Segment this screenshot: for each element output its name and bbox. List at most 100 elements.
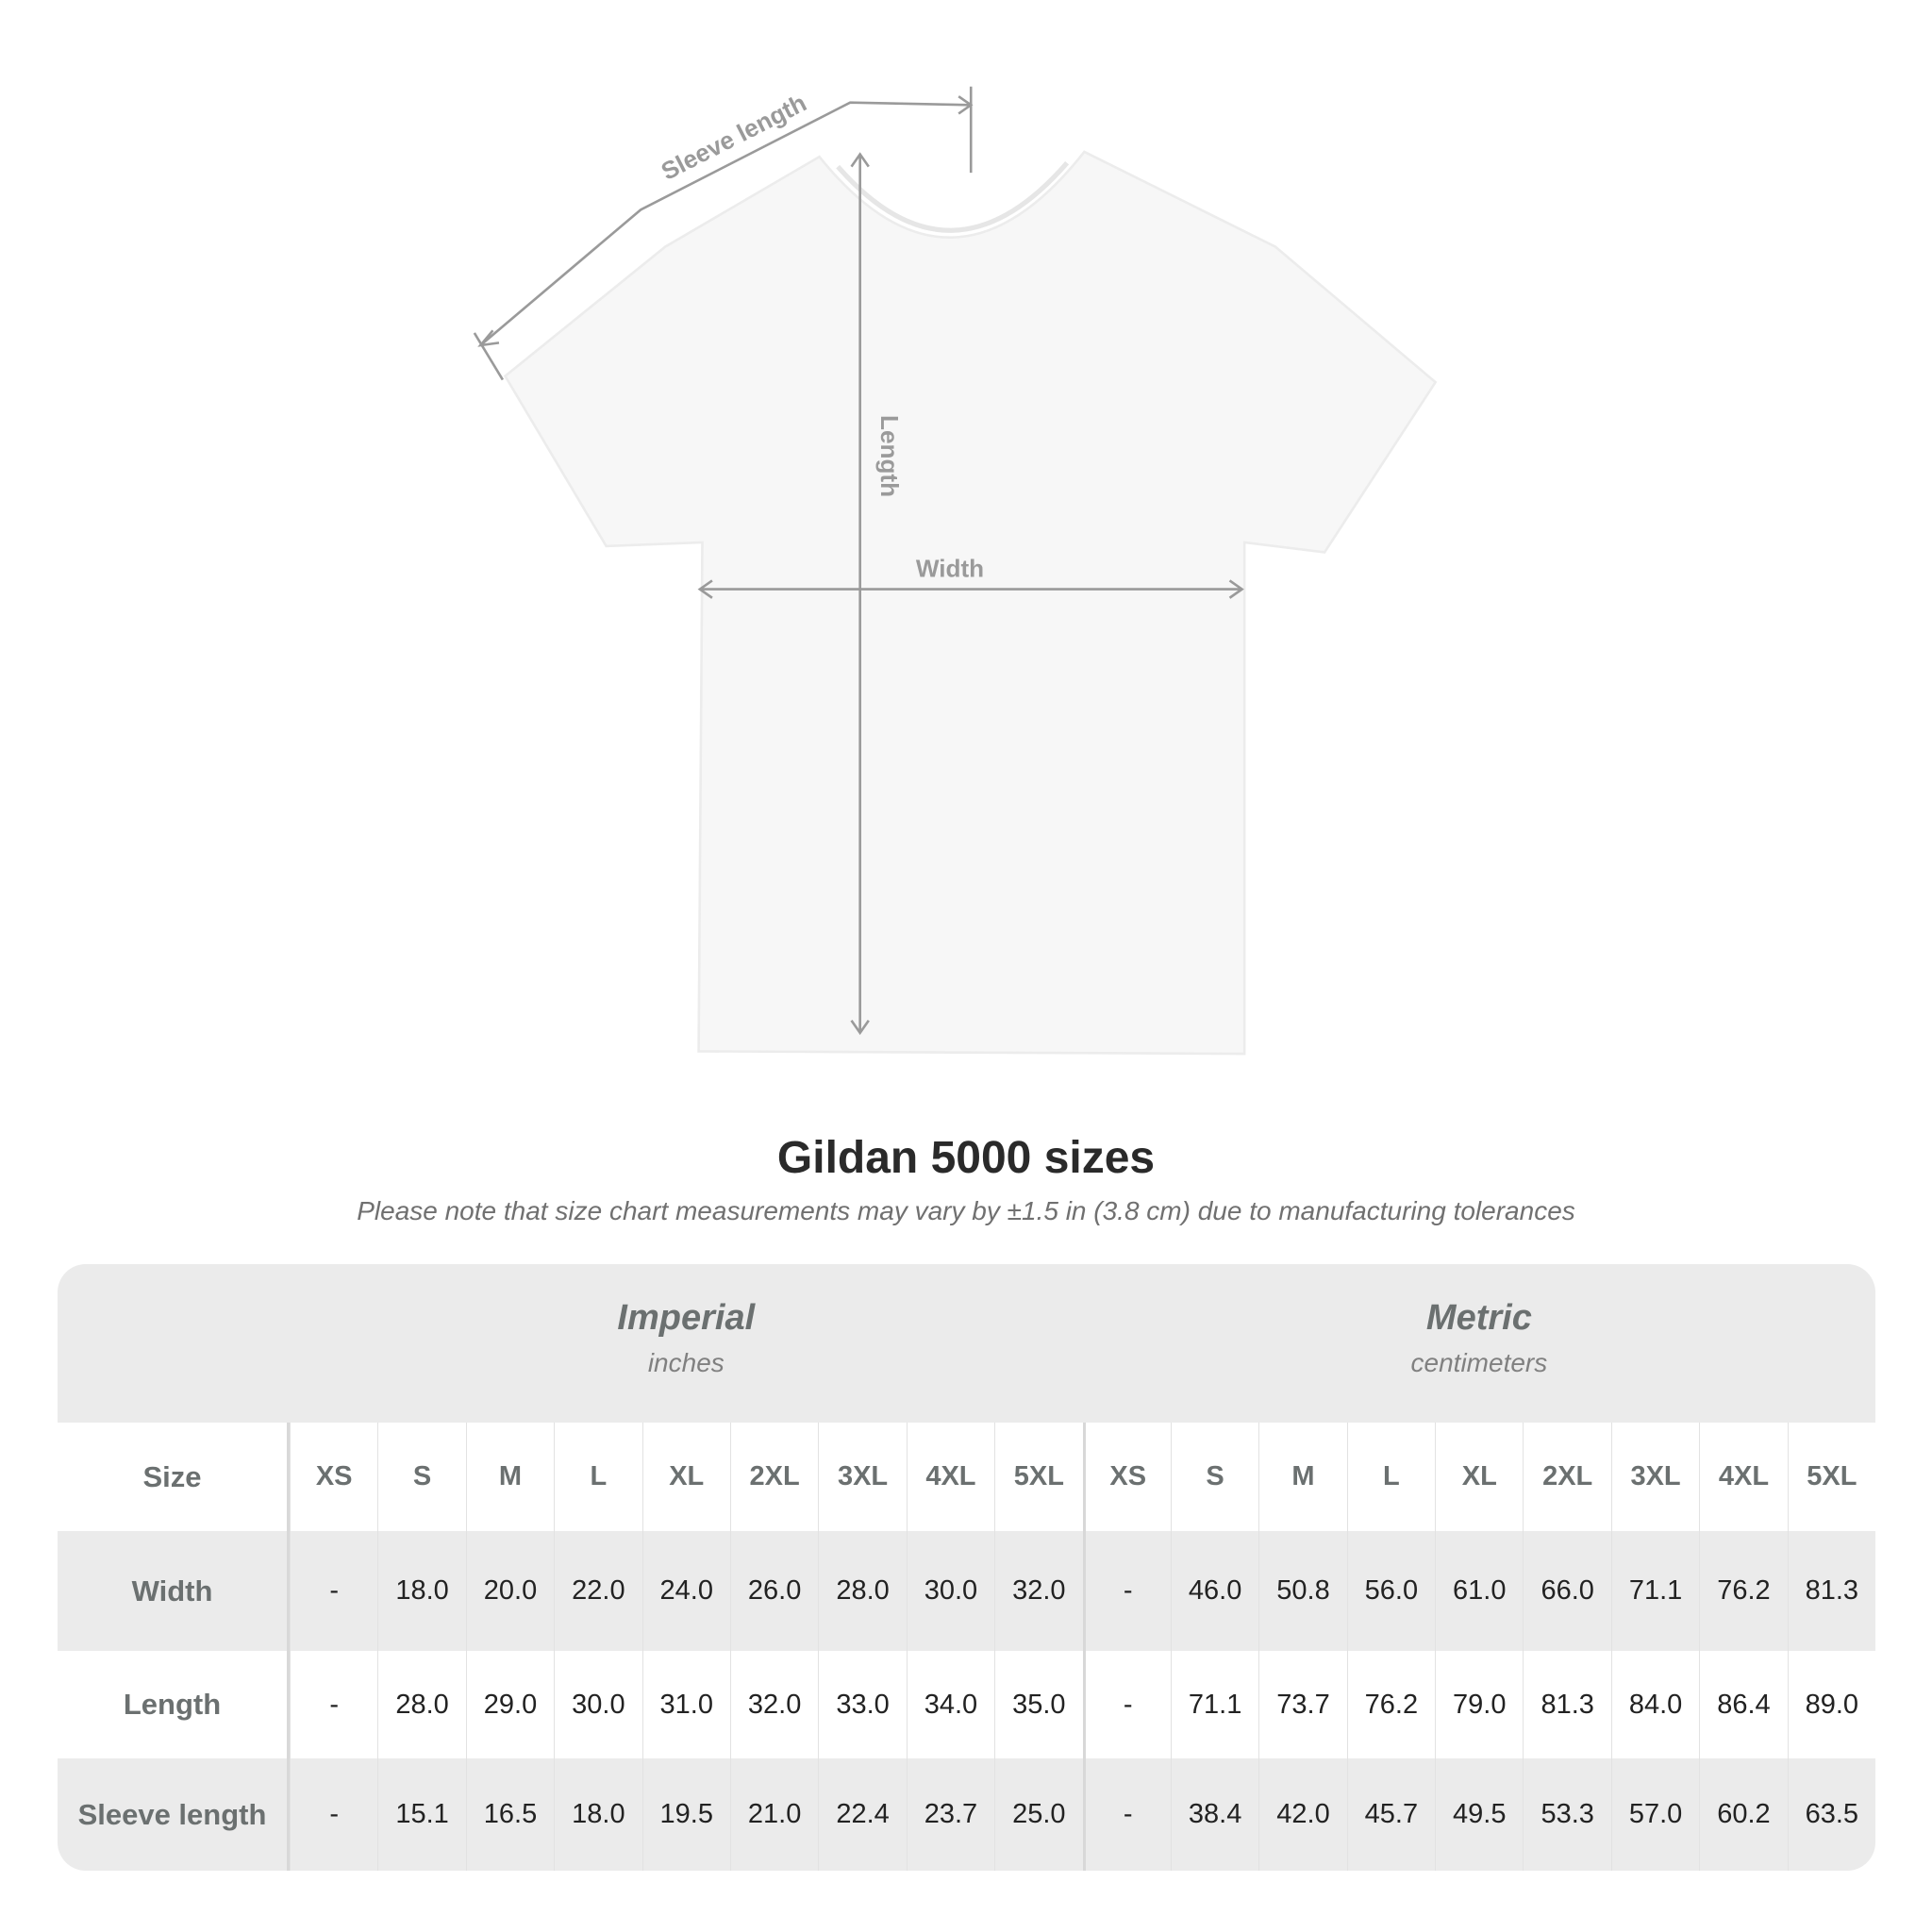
sleeve-tick-left [473, 332, 505, 381]
imperial-value-cell: 34.0 [906, 1651, 994, 1758]
imperial-value-cell: 15.1 [377, 1758, 465, 1871]
row-band [58, 1758, 1875, 1871]
tshirt-shape [503, 150, 1438, 1056]
imperial-value-cell: 25.0 [994, 1758, 1082, 1871]
metric-value-cell: 56.0 [1346, 1531, 1435, 1651]
imperial-value-cell: 30.0 [906, 1531, 994, 1651]
tshirt-diagram: Sleeve length Length Width [473, 86, 1438, 1056]
metric-value-cell: 79.0 [1435, 1651, 1523, 1758]
imperial-value-cell: 24.0 [641, 1531, 730, 1651]
imperial-size-header: L [554, 1423, 641, 1531]
metric-value-cell: 57.0 [1610, 1758, 1699, 1871]
sleeve-length-line [479, 101, 972, 346]
metric-value-cell: 71.1 [1610, 1531, 1699, 1651]
metric-value-cell: 76.2 [1346, 1651, 1435, 1758]
metric-value-cell: 81.3 [1787, 1531, 1875, 1651]
imperial-value-cell: 22.4 [818, 1758, 906, 1871]
imperial-value-cell: 30.0 [554, 1651, 641, 1758]
metric-value-cell: 63.5 [1787, 1758, 1875, 1871]
metric-value-cell: 60.2 [1699, 1758, 1787, 1871]
row-label: Length [58, 1651, 290, 1758]
row-band [58, 1531, 1875, 1651]
metric-value-cell: 42.0 [1258, 1758, 1346, 1871]
metric-size-header: L [1346, 1423, 1435, 1531]
imperial-size-header: 3XL [818, 1423, 906, 1531]
imperial-value-cell: 26.0 [729, 1531, 818, 1651]
sleeve-length-label: Sleeve length [657, 89, 811, 186]
metric-size-header: XS [1082, 1423, 1171, 1531]
imperial-heading: Imperial inches [290, 1264, 1083, 1423]
length-label: Length [875, 415, 904, 497]
imperial-size-header: XS [290, 1423, 377, 1531]
collar [836, 160, 1070, 233]
metric-heading: Metric centimeters [1083, 1264, 1875, 1423]
imperial-title: Imperial [617, 1298, 756, 1338]
imperial-value-cell: 29.0 [465, 1651, 554, 1758]
imperial-value-cell: - [290, 1531, 377, 1651]
imperial-size-header: XL [641, 1423, 730, 1531]
arrow-head-icon [850, 152, 870, 1036]
imperial-size-header: 4XL [906, 1423, 994, 1531]
width-label: Width [916, 555, 984, 583]
imperial-value-cell: 20.0 [465, 1531, 554, 1651]
header-band [58, 1264, 1875, 1423]
imperial-value-cell: 32.0 [994, 1531, 1082, 1651]
metric-size-header: 3XL [1610, 1423, 1699, 1531]
metric-value-cell: 71.1 [1170, 1651, 1258, 1758]
imperial-value-cell: 18.0 [554, 1758, 641, 1871]
arrow-head-icon [477, 329, 500, 347]
page-title: Gildan 5000 sizes [776, 1133, 1156, 1183]
imperial-value-cell: - [290, 1651, 377, 1758]
metric-size-header: 5XL [1787, 1423, 1875, 1531]
metric-size-header: 2XL [1523, 1423, 1610, 1531]
metric-value-cell: 50.8 [1258, 1531, 1346, 1651]
imperial-value-cell: 16.5 [465, 1758, 554, 1871]
imperial-size-header: 5XL [994, 1423, 1082, 1531]
metric-value-cell: 81.3 [1523, 1651, 1610, 1758]
imperial-value-cell: - [290, 1758, 377, 1871]
arrow-head-icon [958, 95, 974, 115]
metric-value-cell: 46.0 [1170, 1531, 1258, 1651]
imperial-unit: inches [647, 1348, 724, 1377]
imperial-value-cell: 18.0 [377, 1531, 465, 1651]
row-label: Width [58, 1531, 290, 1651]
metric-value-cell: 38.4 [1170, 1758, 1258, 1871]
imperial-value-cell: 19.5 [641, 1758, 730, 1871]
imperial-value-cell: 22.0 [554, 1531, 641, 1651]
metric-value-cell: - [1082, 1651, 1171, 1758]
imperial-value-cell: 35.0 [994, 1651, 1082, 1758]
imperial-value-cell: 23.7 [906, 1758, 994, 1871]
imperial-value-cell: 33.0 [818, 1651, 906, 1758]
metric-title: Metric [1425, 1298, 1532, 1338]
metric-value-cell: 66.0 [1523, 1531, 1610, 1651]
imperial-value-cell: 28.0 [377, 1651, 465, 1758]
imperial-size-header: 2XL [729, 1423, 818, 1531]
metric-unit: centimeters [1410, 1348, 1548, 1377]
imperial-size-header: M [465, 1423, 554, 1531]
imperial-size-header: S [377, 1423, 465, 1531]
metric-value-cell: 61.0 [1435, 1531, 1523, 1651]
table-row: Sleeve length -15.1 16.5 18.0 19.5 21.0 22.4 23… [58, 1758, 1875, 1871]
metric-value-cell: 49.5 [1435, 1758, 1523, 1871]
metric-size-header: XL [1435, 1423, 1523, 1531]
metric-value-cell: 53.3 [1523, 1758, 1610, 1871]
metric-value-cell: - [1082, 1531, 1171, 1651]
metric-size-header: 4XL [1699, 1423, 1787, 1531]
metric-value-cell: 89.0 [1787, 1651, 1875, 1758]
metric-value-cell: 45.7 [1346, 1758, 1435, 1871]
imperial-value-cell: 21.0 [729, 1758, 818, 1871]
imperial-value-cell: 31.0 [641, 1651, 730, 1758]
metric-value-cell: 86.4 [1699, 1651, 1787, 1758]
table-row: Width -18.0 20.0 22.0 24.0 26.0 28.0 30.0 32.0-4… [58, 1531, 1875, 1651]
metric-size-header: M [1258, 1423, 1346, 1531]
metric-value-cell: - [1082, 1758, 1171, 1871]
metric-value-cell: 76.2 [1699, 1531, 1787, 1651]
size-label: Size [58, 1423, 290, 1531]
imperial-value-cell: 28.0 [818, 1531, 906, 1651]
row-label: Sleeve length [58, 1758, 290, 1871]
table-row: Length -28.0 29.0 30.0 31.0 32.0 33.0 34.0 35.0-… [58, 1651, 1875, 1758]
size-table: Imperial inches Metric centimeters Size … [58, 1264, 1875, 1871]
tolerance-note: Please note that size chart measurements… [357, 1196, 1575, 1225]
metric-size-header: S [1170, 1423, 1258, 1531]
size-header-row: Size XS S M L XL 2XL 3XL 4XL 5XL XS S M L XL 2XL 3XL 4XL… [58, 1423, 1875, 1531]
